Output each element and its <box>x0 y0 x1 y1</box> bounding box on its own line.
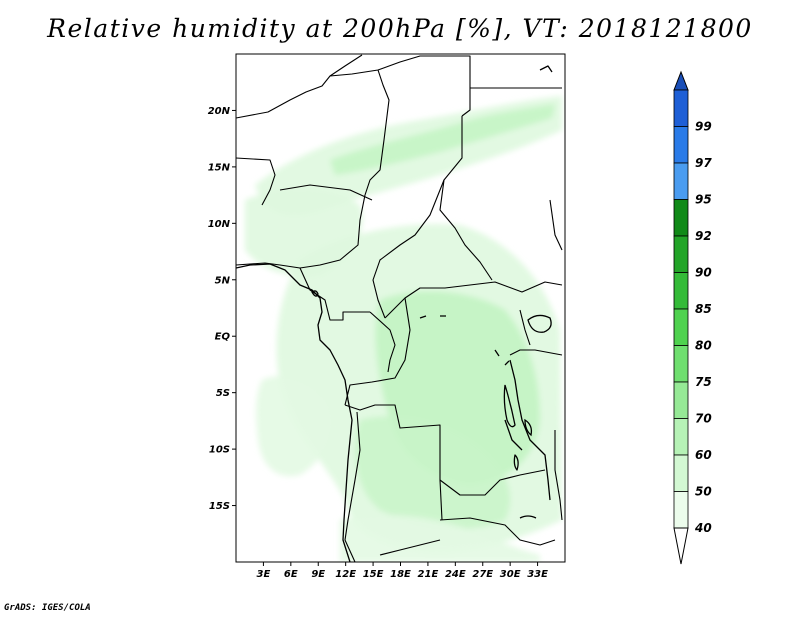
lat-tick-label: 15S <box>209 501 230 512</box>
lon-tick-label: 18E <box>390 569 411 580</box>
lat-tick-label: 10N <box>208 219 231 230</box>
colorbar: 99 97 95 92 90 85 80 75 70 60 50 40 <box>673 70 712 565</box>
colorbar-label: 85 <box>695 302 712 316</box>
colorbar-label: 60 <box>695 448 712 462</box>
colorbar-bottom-arrow <box>673 527 689 565</box>
longitude-axis: 3E 6E 9E 12E 15E 18E 21E 24E 27E 30E 33E <box>257 562 548 580</box>
colorbar-label: 70 <box>695 412 712 426</box>
lon-tick-label: 6E <box>284 569 298 580</box>
latitude-axis: 20N 15N 10N 5N EQ 5S 10S 15S <box>208 106 236 512</box>
lon-tick-label: 24E <box>445 569 466 580</box>
colorbar-label: 95 <box>695 193 712 207</box>
humidity-patch-south-inner <box>355 416 511 529</box>
lon-tick-label: 21E <box>418 569 439 580</box>
lat-tick-label: 5S <box>216 388 230 399</box>
lon-tick-label: 30E <box>500 569 521 580</box>
humidity-patch-south <box>340 514 540 562</box>
colorbar-top-arrow <box>673 70 689 91</box>
colorbar-swatch <box>673 308 689 346</box>
colorbar-swatch <box>673 418 689 456</box>
coastline <box>236 65 553 562</box>
lat-tick-label: EQ <box>215 332 231 343</box>
colorbar-swatch <box>673 272 689 310</box>
humidity-shading <box>245 96 562 562</box>
credit-text: GrADS: IGES/COLA <box>4 603 91 613</box>
country-boundaries <box>236 54 563 562</box>
colorbar-label: 80 <box>695 339 712 353</box>
colorbar-label: 50 <box>695 485 712 499</box>
colorbar-swatch <box>673 199 689 237</box>
map-title: Relative humidity at 200hPa [%], VT: 201… <box>47 14 753 43</box>
lon-tick-label: 12E <box>335 569 356 580</box>
lon-tick-label: 15E <box>363 569 384 580</box>
lon-tick-label: 9E <box>311 569 325 580</box>
colorbar-swatch <box>673 126 689 164</box>
colorbar-swatch <box>673 491 689 529</box>
lon-tick-label: 27E <box>472 569 493 580</box>
colorbar-swatch <box>673 345 689 383</box>
colorbar-swatch <box>673 454 689 492</box>
colorbar-swatch <box>673 381 689 419</box>
lakes <box>419 314 552 437</box>
lat-tick-label: 15N <box>208 162 231 173</box>
lat-tick-label: 10S <box>209 445 230 456</box>
colorbar-swatch <box>673 162 689 200</box>
colorbar-label: 97 <box>695 156 712 170</box>
colorbar-label: 40 <box>694 521 712 535</box>
colorbar-label: 75 <box>695 375 712 389</box>
colorbar-label: 92 <box>695 229 712 243</box>
lat-tick-label: 5N <box>215 275 231 286</box>
lat-tick-label: 20N <box>208 106 231 117</box>
humidity-patch-north-inner <box>330 104 555 175</box>
colorbar-swatch <box>673 89 689 127</box>
colorbar-label: 99 <box>695 120 712 134</box>
lon-tick-label: 33E <box>527 569 548 580</box>
humidity-patch-atlantic <box>256 376 334 477</box>
lon-tick-label: 3E <box>257 569 271 580</box>
colorbar-swatch <box>673 235 689 273</box>
colorbar-label: 90 <box>695 266 712 280</box>
